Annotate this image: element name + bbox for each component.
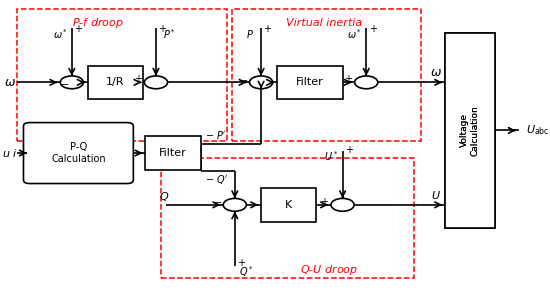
Text: Filter: Filter [296, 77, 323, 88]
Text: $U_\mathrm{abc}$: $U_\mathrm{abc}$ [525, 124, 549, 137]
Text: $-\ P'$: $-\ P'$ [205, 130, 227, 142]
Circle shape [223, 198, 246, 211]
Bar [232, 9, 421, 141]
Bar [445, 33, 495, 228]
Text: $\omega^*$: $\omega^*$ [347, 27, 362, 41]
Text: Filter: Filter [159, 148, 187, 158]
Text: $-$: $-$ [60, 78, 69, 88]
Bar [16, 9, 227, 141]
Text: $+$: $+$ [263, 23, 272, 34]
Circle shape [355, 76, 378, 89]
Circle shape [60, 76, 84, 89]
Text: $-$: $-$ [212, 196, 222, 206]
Circle shape [331, 198, 354, 211]
Bar [261, 188, 316, 222]
Text: $-$: $-$ [239, 74, 248, 84]
Bar [161, 158, 414, 278]
Bar [445, 33, 495, 228]
Text: $P$: $P$ [246, 28, 254, 40]
Text: $\omega$: $\omega$ [430, 66, 442, 79]
Text: Virtual inertia: Virtual inertia [286, 18, 362, 28]
Text: $u\ i$: $u\ i$ [3, 147, 18, 159]
Bar [87, 66, 143, 99]
Text: K: K [285, 200, 292, 210]
Text: $+$: $+$ [321, 196, 329, 207]
Circle shape [250, 76, 273, 89]
Circle shape [145, 76, 168, 89]
Bar [277, 66, 343, 99]
Text: $U$: $U$ [431, 190, 441, 202]
Text: $P^*$: $P^*$ [162, 27, 175, 41]
Text: P-Q
Calculation: P-Q Calculation [51, 142, 106, 164]
Text: $+$: $+$ [237, 257, 246, 268]
Text: $+$: $+$ [134, 73, 143, 84]
Text: $Q$: $Q$ [159, 190, 169, 203]
Text: $+$: $+$ [158, 23, 167, 34]
Text: $Q^*$: $Q^*$ [239, 264, 254, 279]
Text: Voltage
Calculation: Voltage Calculation [460, 105, 480, 156]
Text: $\omega^*$: $\omega^*$ [53, 27, 68, 41]
Text: $+$: $+$ [368, 23, 378, 34]
Text: $+$: $+$ [344, 73, 353, 84]
Bar [145, 136, 201, 170]
FancyBboxPatch shape [24, 122, 133, 183]
Text: $-\ Q'$: $-\ Q'$ [205, 173, 228, 186]
Text: $\omega$: $\omega$ [4, 76, 16, 89]
Text: Voltage
Calculation: Voltage Calculation [460, 105, 480, 156]
Text: $U^*$: $U^*$ [324, 149, 338, 163]
Text: $P$-$f$ droop: $P$-$f$ droop [72, 16, 124, 30]
Text: $+$: $+$ [345, 144, 354, 156]
Text: 1/R: 1/R [106, 77, 124, 88]
Text: $Q$-$U$ droop: $Q$-$U$ droop [300, 263, 359, 277]
Text: $+$: $+$ [74, 23, 83, 34]
